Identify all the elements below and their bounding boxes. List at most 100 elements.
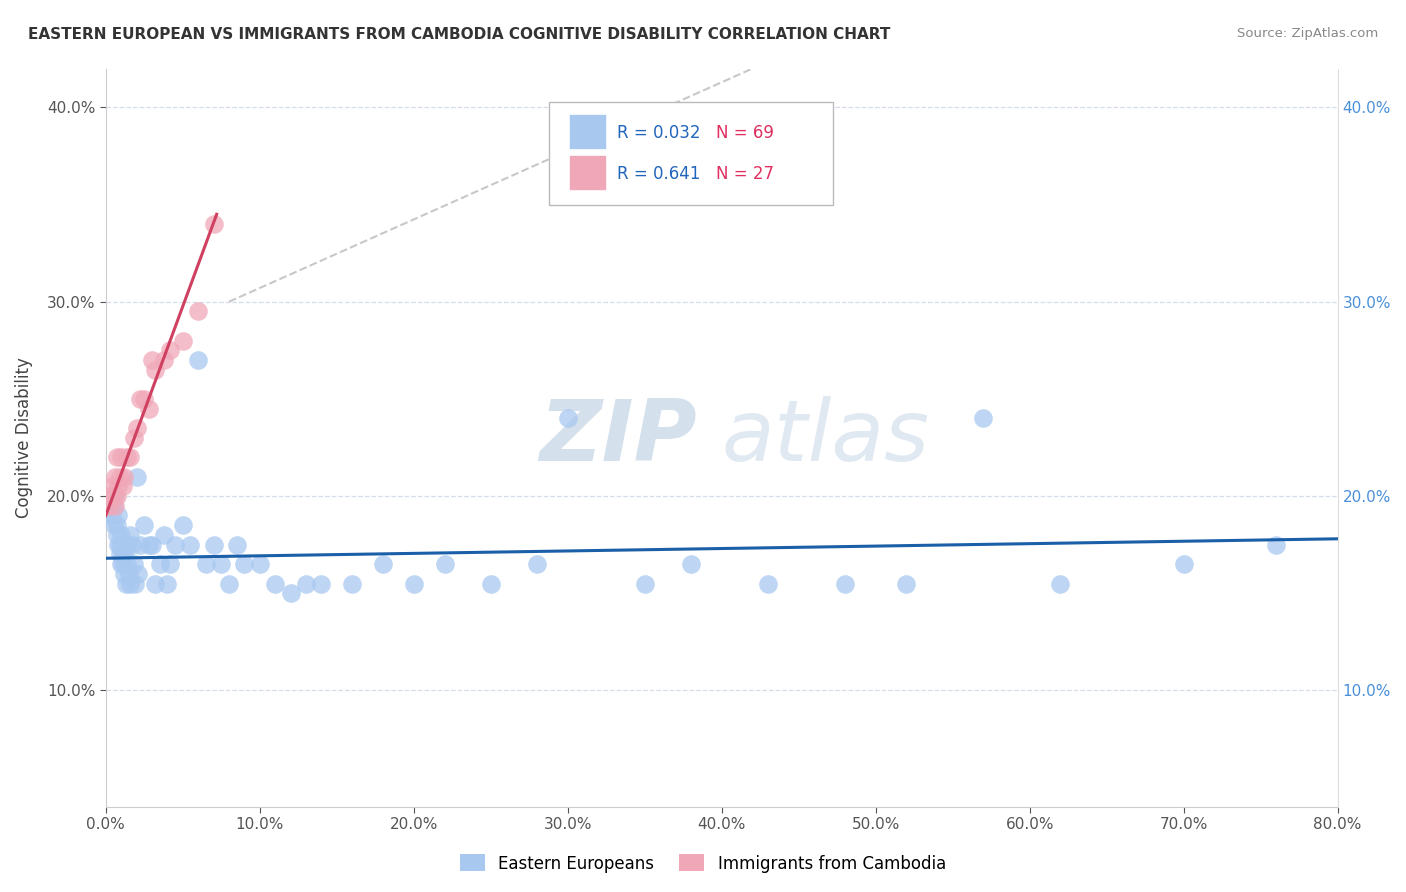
Point bbox=[97, 499, 120, 513]
Point bbox=[1173, 557, 1195, 571]
Point bbox=[141, 538, 163, 552]
Legend: Eastern Europeans, Immigrants from Cambodia: Eastern Europeans, Immigrants from Cambo… bbox=[453, 847, 953, 880]
Point bbox=[218, 576, 240, 591]
Text: N = 27: N = 27 bbox=[716, 165, 773, 183]
Point bbox=[834, 576, 856, 591]
Point bbox=[153, 353, 176, 368]
Point bbox=[103, 489, 125, 503]
Point bbox=[103, 499, 125, 513]
Point bbox=[112, 566, 135, 581]
Point bbox=[141, 353, 163, 368]
Point bbox=[110, 450, 132, 465]
Point bbox=[122, 557, 145, 571]
Text: atlas: atlas bbox=[721, 396, 929, 479]
Point bbox=[128, 392, 150, 406]
Point bbox=[143, 576, 166, 591]
Point bbox=[117, 450, 139, 465]
Point bbox=[103, 518, 125, 533]
Point bbox=[134, 518, 156, 533]
Point bbox=[108, 469, 131, 483]
Point bbox=[97, 508, 120, 523]
Point bbox=[756, 576, 779, 591]
Point bbox=[249, 557, 271, 571]
Point bbox=[634, 576, 657, 591]
Point bbox=[104, 489, 127, 503]
Point bbox=[172, 518, 194, 533]
Point bbox=[120, 576, 142, 591]
Point bbox=[159, 557, 181, 571]
Point bbox=[112, 547, 135, 561]
Text: R = 0.641: R = 0.641 bbox=[617, 165, 700, 183]
Point bbox=[896, 576, 918, 591]
Point bbox=[264, 576, 287, 591]
Point bbox=[111, 557, 134, 571]
Point bbox=[105, 518, 128, 533]
Point bbox=[311, 576, 333, 591]
Point bbox=[153, 528, 176, 542]
Point bbox=[557, 411, 579, 425]
Point bbox=[1265, 538, 1288, 552]
Point bbox=[187, 353, 209, 368]
Point bbox=[202, 538, 225, 552]
Point bbox=[209, 557, 232, 571]
Point bbox=[105, 528, 128, 542]
FancyBboxPatch shape bbox=[571, 115, 605, 148]
Point bbox=[104, 499, 127, 513]
Point bbox=[120, 450, 142, 465]
Point bbox=[165, 538, 187, 552]
Point bbox=[159, 343, 181, 358]
Point bbox=[179, 538, 201, 552]
Point bbox=[679, 557, 702, 571]
Point bbox=[134, 392, 156, 406]
Point bbox=[433, 557, 456, 571]
Point bbox=[111, 479, 134, 493]
Text: N = 69: N = 69 bbox=[716, 124, 773, 142]
Text: EASTERN EUROPEAN VS IMMIGRANTS FROM CAMBODIA COGNITIVE DISABILITY CORRELATION CH: EASTERN EUROPEAN VS IMMIGRANTS FROM CAMB… bbox=[28, 27, 890, 42]
Point bbox=[108, 538, 131, 552]
Point bbox=[112, 469, 135, 483]
Point bbox=[107, 508, 129, 523]
Point bbox=[110, 528, 132, 542]
Point bbox=[118, 566, 141, 581]
Point bbox=[117, 538, 139, 552]
Point bbox=[105, 450, 128, 465]
Point bbox=[340, 576, 363, 591]
Point bbox=[121, 538, 143, 552]
FancyBboxPatch shape bbox=[571, 156, 605, 189]
Point bbox=[1049, 576, 1071, 591]
Point bbox=[107, 479, 129, 493]
Point bbox=[280, 586, 302, 600]
Point bbox=[110, 557, 132, 571]
Point bbox=[402, 576, 425, 591]
Point bbox=[149, 557, 172, 571]
Point bbox=[371, 557, 394, 571]
Point bbox=[526, 557, 548, 571]
Point bbox=[105, 489, 128, 503]
Point bbox=[101, 508, 124, 523]
Point bbox=[114, 576, 136, 591]
Point bbox=[111, 547, 134, 561]
Point bbox=[202, 217, 225, 231]
Point bbox=[187, 304, 209, 318]
Point bbox=[156, 576, 179, 591]
Point bbox=[100, 489, 122, 503]
Point bbox=[225, 538, 247, 552]
Point bbox=[194, 557, 217, 571]
Point bbox=[233, 557, 256, 571]
Text: ZIP: ZIP bbox=[540, 396, 697, 479]
Point bbox=[104, 469, 127, 483]
Point bbox=[125, 421, 148, 435]
Point bbox=[128, 538, 150, 552]
Point bbox=[295, 576, 318, 591]
Point bbox=[107, 538, 129, 552]
Point bbox=[138, 538, 160, 552]
Point bbox=[172, 334, 194, 348]
Point bbox=[117, 557, 139, 571]
Point bbox=[143, 363, 166, 377]
Point bbox=[972, 411, 994, 425]
Point bbox=[122, 431, 145, 445]
Point bbox=[127, 566, 149, 581]
Point bbox=[101, 479, 124, 493]
Point bbox=[125, 469, 148, 483]
Point bbox=[120, 528, 142, 542]
